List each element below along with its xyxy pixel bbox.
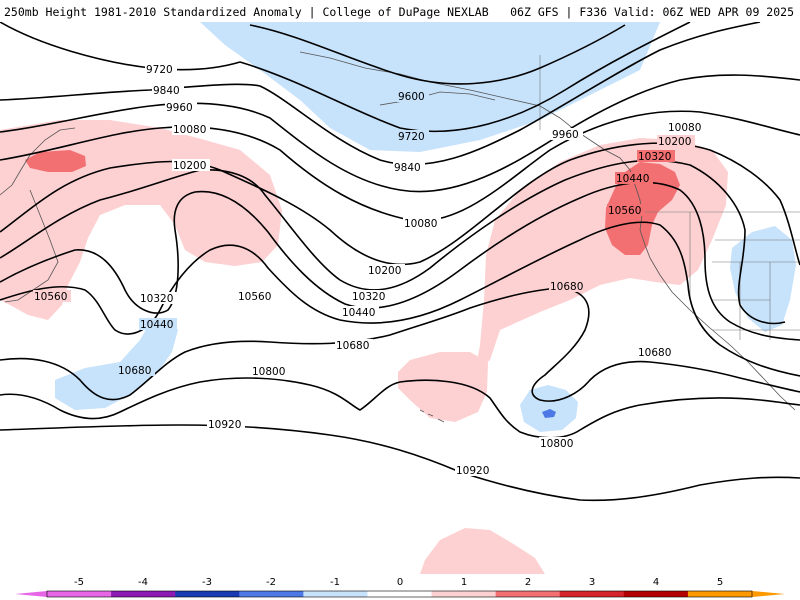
contour-label: 9720 [146, 64, 173, 76]
colorbar-segment [623, 591, 689, 597]
contour-labels: 9720 9840 9960 10080 10200 9600 9720 984… [33, 63, 705, 477]
contour-label: 9960 [552, 129, 579, 141]
colorbar-tick: -3 [202, 577, 212, 588]
contour-10320 [0, 159, 786, 325]
contour-label: 10440 [140, 319, 173, 331]
model-run-info: 06Z GFS | F336 Valid: 06Z WED APR 09 202… [510, 5, 794, 19]
contour-10200 [0, 142, 800, 266]
contour-label: 10200 [658, 136, 691, 148]
negative-anomaly-southwest-us [730, 226, 796, 332]
contour-label: 10440 [616, 173, 649, 185]
contour-label: 9840 [153, 85, 180, 97]
positive-anomaly-south [420, 528, 545, 574]
contour-label: 9720 [398, 131, 425, 143]
contour-label: 10800 [252, 366, 285, 378]
contour-label: 10680 [638, 347, 671, 359]
colorbar-tick: -2 [266, 577, 276, 588]
colorbar-tick: -4 [138, 577, 148, 588]
positive-anomaly-core-asia [25, 150, 86, 172]
negative-anomaly-subtropical [520, 385, 578, 432]
contour-label: 10680 [118, 365, 151, 377]
colorbar-segment [111, 591, 176, 597]
contour-label: 10680 [336, 340, 369, 352]
contour-10440 [0, 181, 800, 341]
colorbar-segments [15, 591, 785, 597]
colorbar-arrow-left [15, 591, 47, 597]
anomaly-map: 9720 9840 9960 10080 10200 9600 9720 984… [0, 22, 800, 574]
contour-label: 10560 [34, 291, 67, 303]
colorbar-segment [687, 591, 753, 597]
contour-10800 [0, 377, 800, 439]
contour-label: 10440 [342, 307, 375, 319]
colorbar-tick: 4 [653, 577, 659, 588]
colorbar-segment [495, 591, 561, 597]
colorbar-segment [367, 591, 433, 597]
colorbar-segment [175, 591, 240, 597]
anomaly-colorbar: -5 -4 -3 -2 -1 0 1 2 3 4 5 [15, 577, 785, 598]
contour-label: 10080 [668, 122, 701, 134]
colorbar-segment [559, 591, 625, 597]
colorbar-tick: 1 [461, 577, 467, 588]
contour-label: 10320 [352, 291, 385, 303]
contour-10560 [0, 221, 800, 377]
colorbar-tick: 2 [525, 577, 531, 588]
contour-label: 10920 [208, 419, 241, 431]
contour-9720-west [0, 22, 241, 71]
contour-label: 10320 [638, 151, 671, 163]
contour-label: 9960 [166, 102, 193, 114]
contour-10920 [0, 424, 800, 502]
contour-label: 10320 [140, 293, 173, 305]
contour-label: 9840 [394, 162, 421, 174]
map-title: 250mb Height 1981-2010 Standardized Anom… [4, 5, 489, 19]
colorbar-tick: -1 [330, 577, 340, 588]
contour-9960 [0, 74, 800, 193]
contour-label: 10920 [456, 465, 489, 477]
colorbar-tick: 5 [717, 577, 723, 588]
japan-kamchatka-coast [0, 127, 76, 303]
positive-anomaly-central-pacific [398, 352, 488, 422]
height-contours [0, 22, 800, 502]
contour-label: 10560 [238, 291, 271, 303]
contour-label: 10200 [368, 265, 401, 277]
contour-label: 10560 [608, 205, 641, 217]
colorbar-tick: 3 [589, 577, 595, 588]
colorbar-segment [431, 591, 497, 597]
negative-anomaly-alaska [200, 22, 660, 152]
contour-9600 [249, 24, 626, 85]
contour-label: 10200 [173, 160, 206, 172]
colorbar-arrow-right [752, 591, 785, 597]
hawaii-islands [419, 409, 445, 423]
header-bar: 250mb Height 1981-2010 Standardized Anom… [0, 0, 800, 22]
colorbar-ticks: -5 -4 -3 -2 -1 0 1 2 3 4 5 [74, 577, 723, 588]
contour-label: 10800 [540, 438, 573, 450]
contour-label: 10080 [173, 124, 206, 136]
colorbar-segment [239, 591, 304, 597]
west-coast-us [649, 257, 796, 411]
contour-9840 [0, 22, 761, 166]
contour-label: 9600 [398, 91, 425, 103]
contour-10680 [0, 287, 800, 402]
strong-negative-spot [542, 409, 556, 418]
colorbar-segment [47, 591, 112, 597]
colorbar-tick: 0 [397, 577, 403, 588]
contour-label: 10680 [550, 281, 583, 293]
colorbar-segment [303, 591, 368, 597]
contour-label: 10080 [404, 218, 437, 230]
colorbar-outline [46, 590, 753, 598]
colorbar-tick: -5 [74, 577, 84, 588]
contour-9720-east [239, 22, 691, 133]
